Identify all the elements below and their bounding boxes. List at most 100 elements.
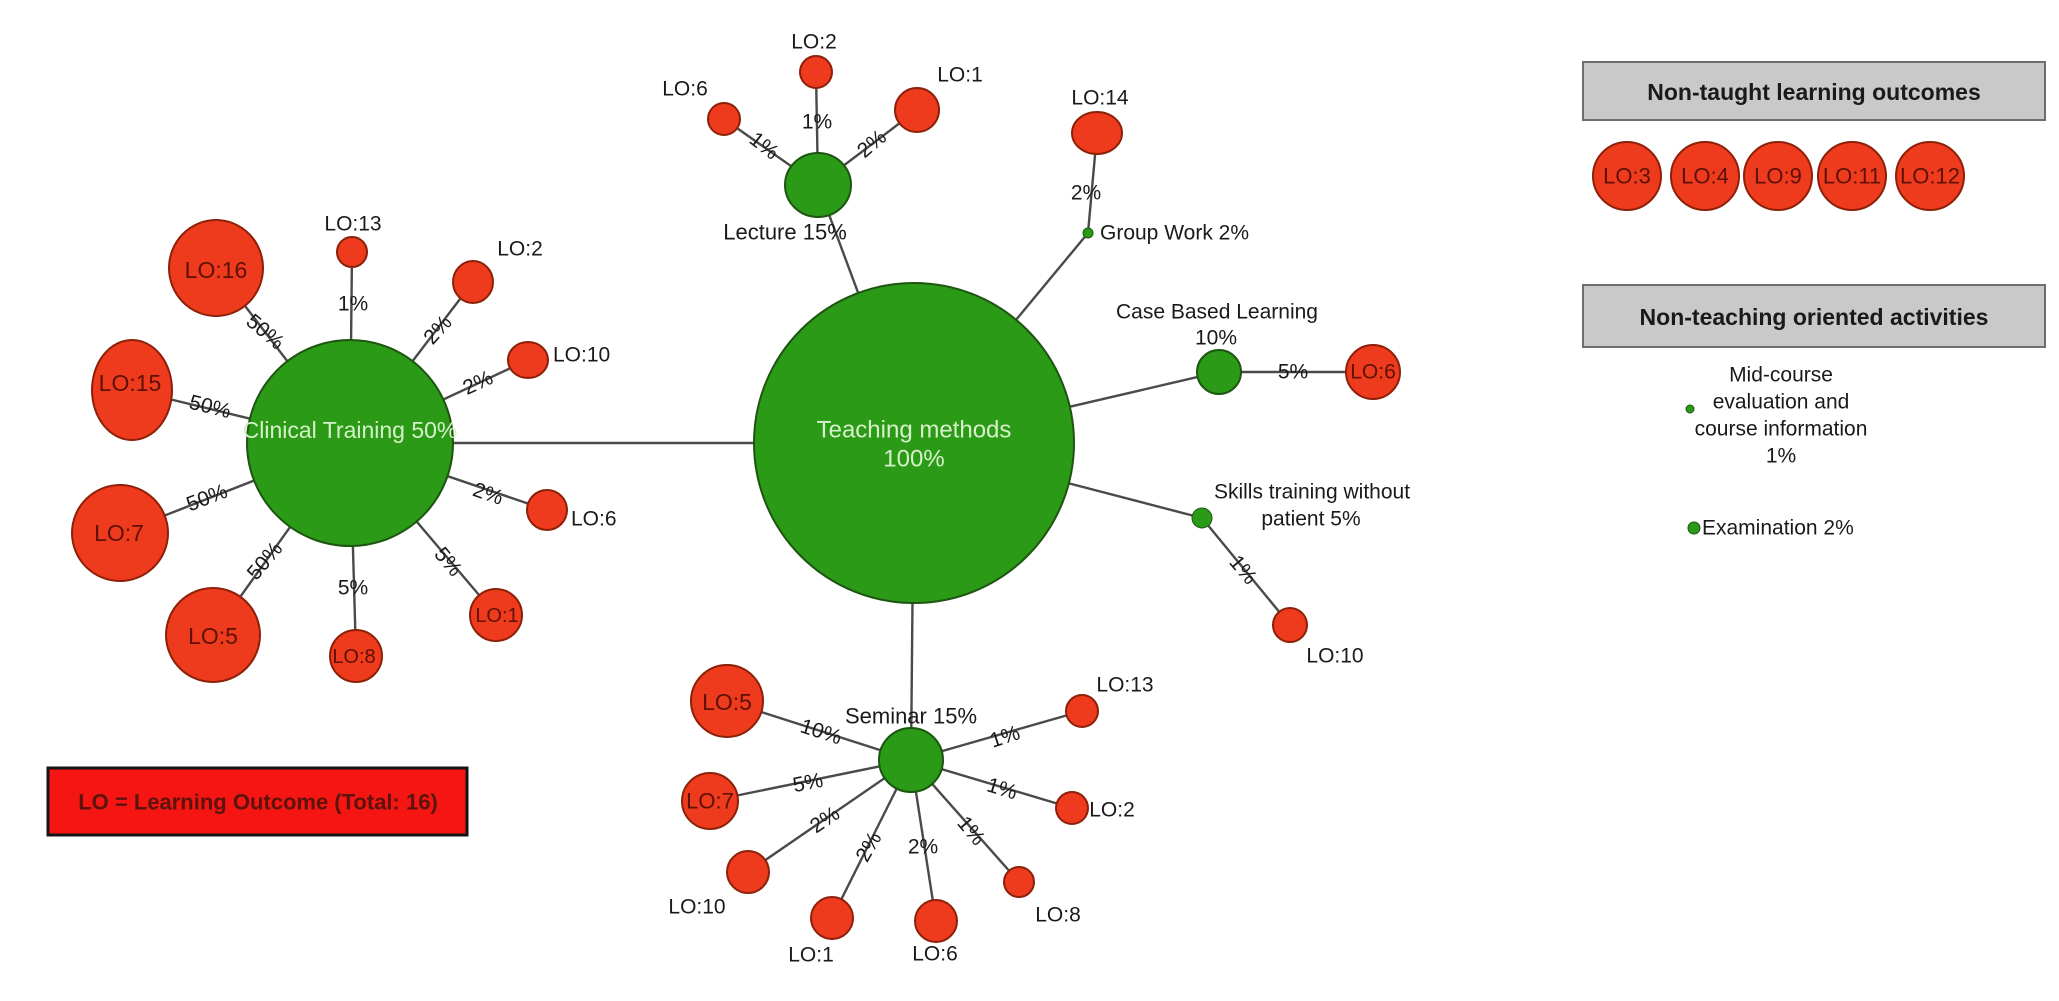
outcome-node-s10	[1272, 607, 1308, 643]
node-label-clinical-0: Clinical Training 50%	[243, 417, 458, 443]
edge-percent-label: 5%	[1278, 361, 1308, 384]
node-label-cbl-0: Case Based Learning	[1116, 301, 1318, 324]
node-label-c5-0: LO:5	[188, 623, 238, 649]
outcome-node-c8	[329, 629, 383, 683]
outcome-node-m8	[1003, 866, 1035, 898]
node-label-c10-0: LO:10	[553, 344, 610, 367]
node-label-c8-0: LO:8	[332, 646, 375, 668]
panels-layer: Non-taught learning outcomes LO:3 LO:4 LO:9…	[46, 61, 2046, 837]
non-taught-outcome-label-4: LO:12	[1900, 164, 1960, 189]
outcome-node-cb6	[1345, 344, 1401, 400]
edge-percent-label: 50%	[187, 391, 233, 423]
edge-percent-label: 5%	[338, 577, 368, 600]
legend-text: LO = Learning Outcome (Total: 16)	[78, 790, 438, 815]
node-label-c7-0: LO:7	[94, 520, 144, 546]
method-node-cbl	[1196, 349, 1242, 395]
node-label-cb6-0: LO:6	[1350, 361, 1396, 384]
activity-label-mid-course-evaluation-3: 1%	[1766, 445, 1796, 468]
activity-dot-mid-course-evaluation	[1685, 404, 1695, 414]
edge-percent-label: 2%	[908, 836, 938, 859]
node-label-c6-0: LO:6	[571, 508, 617, 531]
node-label-cbl-1: 10%	[1195, 327, 1237, 350]
outcome-node-c1	[469, 588, 523, 642]
non-taught-outcome-label-0: LO:3	[1603, 164, 1651, 189]
edge-seminar-m7	[709, 758, 912, 803]
node-label-m13-0: LO:13	[1096, 674, 1153, 697]
node-label-m6-0: LO:6	[912, 943, 958, 966]
non-taught-outcome-circle-4	[1895, 141, 1965, 211]
non-taught-panel-box	[1582, 61, 2046, 121]
non-taught-outcome-circle-1	[1670, 141, 1740, 211]
node-label-c1-0: LO:1	[475, 605, 518, 627]
method-node-clinical	[246, 339, 454, 547]
node-label-m8-0: LO:8	[1035, 904, 1081, 927]
edge-percent-label: 1%	[802, 111, 832, 134]
node-label-m1-0: LO:1	[788, 944, 834, 967]
node-label-c15-0: LO:15	[99, 370, 162, 396]
method-node-groupwork	[1082, 227, 1094, 239]
outcome-node-m2	[1055, 791, 1089, 825]
outcome-node-c5	[165, 587, 261, 683]
outcome-node-m10	[726, 850, 770, 894]
outcome-node-l1	[894, 87, 940, 133]
node-label-skills-0: Skills training without	[1214, 481, 1410, 504]
edge-percent-label: 1%	[745, 128, 783, 165]
node-label-teaching-1: 100%	[883, 446, 944, 473]
outcome-node-m7	[681, 772, 739, 830]
edge-percent-label: 2%	[851, 828, 886, 866]
node-label-c16-0: LO:16	[185, 257, 248, 283]
node-label-m2-0: LO:2	[1089, 799, 1135, 822]
edge-percent-label: 10%	[797, 715, 844, 750]
activity-label-mid-course-evaluation-2: course information	[1695, 418, 1868, 441]
node-label-l2-0: LO:2	[791, 31, 837, 54]
method-node-teaching	[753, 282, 1075, 604]
edge-percent-label: 1%	[984, 774, 1020, 805]
non-teaching-panel-title: Non-teaching oriented activities	[1640, 304, 1989, 330]
outcome-node-m5	[690, 664, 764, 738]
edge-percent-label: 50%	[243, 538, 288, 585]
outcome-node-l2	[799, 55, 833, 89]
node-label-c2-0: LO:2	[497, 238, 543, 261]
edge-percent-label: 2%	[806, 802, 844, 838]
edge-percent-label: 50%	[183, 480, 230, 517]
node-label-l6-0: LO:6	[662, 78, 708, 101]
outcome-node-c2	[452, 260, 494, 304]
edge-percent-label: 2%	[1071, 182, 1101, 205]
method-node-seminar	[878, 727, 944, 793]
non-taught-outcome-circle-3	[1817, 141, 1887, 211]
non-taught-outcome-label-2: LO:9	[1754, 164, 1802, 189]
node-label-lecture-0: Lecture 15%	[723, 220, 847, 245]
node-label-groupwork-0: Group Work 2%	[1100, 222, 1249, 245]
non-taught-outcome-label-1: LO:4	[1681, 164, 1729, 189]
edge-percent-label: 2%	[470, 478, 506, 510]
activity-label-mid-course-evaluation-0: Mid-course	[1729, 364, 1833, 387]
method-node-skills	[1191, 507, 1213, 529]
outcome-node-m13	[1065, 694, 1099, 728]
outcome-node-l6	[707, 102, 741, 136]
outcome-node-l14	[1071, 111, 1123, 155]
node-label-m7-0: LO:7	[686, 789, 734, 814]
legend-box	[46, 766, 469, 837]
activity-label-mid-course-evaluation-1: evaluation and	[1713, 391, 1850, 414]
node-label-teaching-0: Teaching methods	[817, 417, 1012, 444]
activity-label-examination-0: Examination 2%	[1702, 517, 1854, 540]
nodes-layer	[71, 55, 1401, 943]
edge-percent-label: 1%	[987, 721, 1023, 752]
edge-percent-label: 50%	[242, 310, 289, 355]
labels-layer: 2%5%1%50%1%2%2%50%50%50%5%5%2%1%1%2%10%5…	[94, 31, 1410, 967]
edge-percent-label: 2%	[853, 125, 891, 162]
outcome-node-c13	[336, 236, 368, 268]
node-label-s10-0: LO:10	[1306, 645, 1363, 668]
node-label-m10-0: LO:10	[668, 896, 725, 919]
method-node-lecture	[784, 152, 852, 218]
activity-dot-examination	[1687, 521, 1701, 535]
edge-percent-label: 2%	[459, 366, 496, 400]
non-taught-outcome-circle-2	[1743, 141, 1813, 211]
edge-skills-s10	[1201, 517, 1291, 626]
node-label-c13-0: LO:13	[324, 213, 381, 236]
outcome-node-m1	[810, 896, 854, 940]
outcome-node-c7	[71, 484, 169, 582]
edge-percent-label: 1%	[338, 293, 368, 316]
